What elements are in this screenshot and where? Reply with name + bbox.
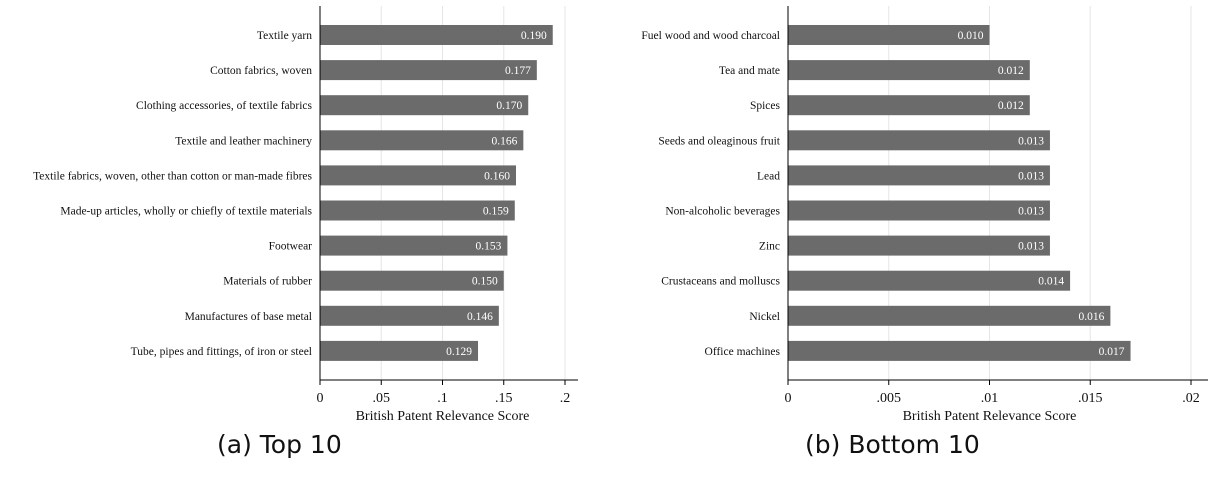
data-label: 0.150 [472,276,498,288]
bar [320,200,515,221]
data-label: 0.013 [1018,170,1044,182]
bar [788,165,1050,186]
data-label: 0.170 [496,100,522,112]
data-label: 0.014 [1038,276,1064,288]
data-label: 0.010 [958,30,984,42]
panel-caption-a: (a) Top 10 [217,430,342,459]
category-label: Footwear [269,241,313,253]
data-label: 0.013 [1018,206,1044,218]
bar [788,200,1050,221]
data-label: 0.159 [483,206,509,218]
bar [320,95,529,116]
category-label: Fuel wood and wood charcoal [641,30,780,42]
data-label: 0.129 [446,346,472,358]
x-tick-label: 0 [317,391,324,406]
bar [320,235,508,256]
category-label: Manufactures of base metal [185,311,312,323]
category-label: Tube, pipes and fittings, of iron or ste… [131,346,312,358]
data-label: 0.012 [998,100,1024,112]
x-axis-title: British Patent Relevance Score [356,409,530,424]
category-label: Textile fabrics, woven, other than cotto… [33,170,312,182]
category-label: Spices [750,100,781,112]
category-label: Crustaceans and molluscs [661,276,780,288]
data-label: 0.160 [484,170,510,182]
bar [788,270,1071,291]
category-label: Seeds and oleaginous fruit [658,135,780,147]
bar [788,95,1030,116]
panel-caption-b: (b) Bottom 10 [805,430,980,459]
bar [320,305,499,326]
x-tick-label: .15 [495,391,513,406]
bar [788,25,990,45]
data-label: 0.190 [521,30,547,42]
x-tick-label: .01 [981,391,999,406]
bar [788,235,1050,256]
category-label: Office machines [705,346,781,358]
bar [788,60,1030,81]
data-label: 0.016 [1079,311,1105,323]
bar [320,165,516,186]
data-label: 0.177 [505,65,531,77]
bar [320,270,504,291]
category-label: Materials of rubber [223,276,312,288]
category-label: Made-up articles, wholly or chiefly of t… [60,206,312,218]
bar [320,60,537,81]
bar [320,130,524,151]
category-label: Textile and leather machinery [175,135,312,147]
data-label: 0.017 [1099,346,1125,358]
category-label: Lead [757,170,780,182]
bar [320,340,479,361]
data-label: 0.146 [467,311,493,323]
x-tick-label: .015 [1078,391,1103,406]
category-label: Textile yarn [257,30,312,42]
data-label: 0.013 [1018,241,1044,253]
data-label: 0.012 [998,65,1024,77]
x-tick-label: .02 [1182,391,1200,406]
chart-panel-a: Textile yarn 0.190 Cotton fabrics, woven 0.… [33,6,578,424]
data-label: 0.013 [1018,135,1044,147]
category-label: Zinc [759,241,780,253]
bar [788,340,1131,361]
x-axis-title: British Patent Relevance Score [903,409,1077,424]
x-tick-label: .2 [560,391,571,406]
bar [788,305,1111,326]
data-label: 0.153 [476,241,502,253]
x-tick-label: .05 [373,391,391,406]
category-label: Clothing accessories, of textile fabrics [136,100,312,112]
chart-panel-b: Fuel wood and wood charcoal 0.010 Tea and … [641,6,1208,424]
category-label: Tea and mate [719,65,780,77]
category-label: Nickel [749,311,780,323]
x-tick-label: .1 [437,391,448,406]
bar [320,25,553,45]
category-label: Cotton fabrics, woven [210,65,312,77]
x-tick-label: 0 [785,391,792,406]
category-label: Non-alcoholic beverages [665,206,780,218]
bar [788,130,1050,151]
x-tick-label: .005 [877,391,902,406]
data-label: 0.166 [491,135,517,147]
